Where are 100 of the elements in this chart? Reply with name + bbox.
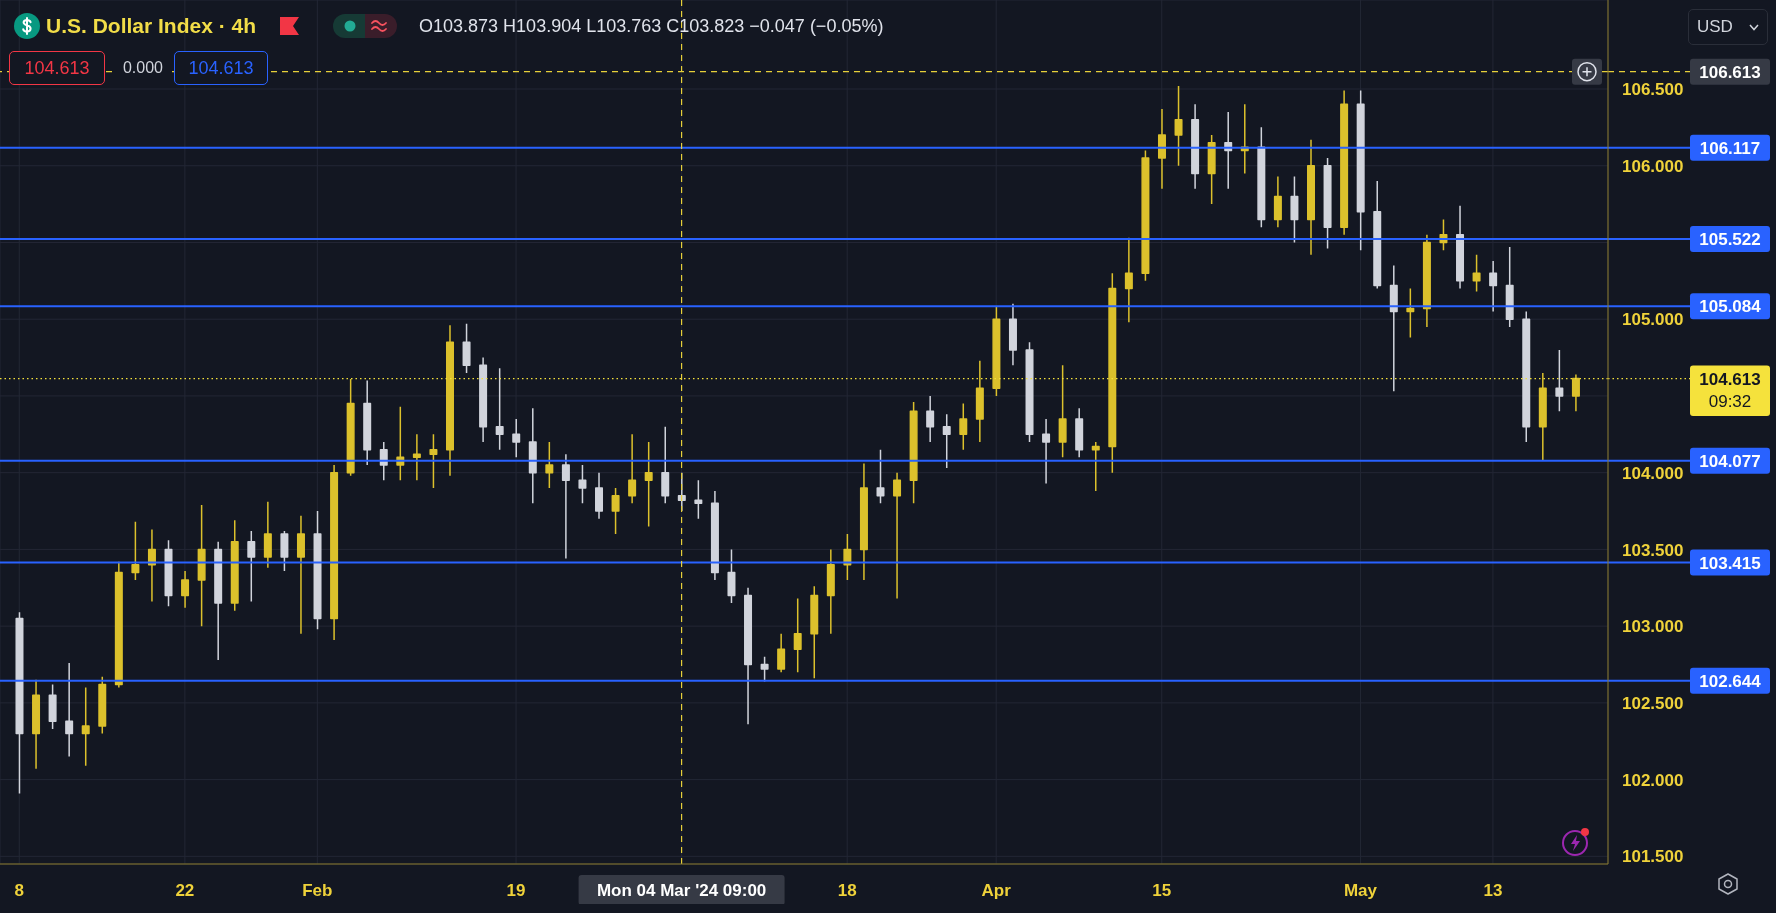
candlestick <box>661 425 670 505</box>
candlestick <box>379 441 388 482</box>
candlestick <box>48 683 57 730</box>
candlestick <box>429 433 438 489</box>
candlestick <box>1058 364 1067 459</box>
candlestick <box>611 487 620 535</box>
candlestick <box>926 395 935 443</box>
candlestick <box>81 686 90 767</box>
candlestick <box>528 407 537 505</box>
candlestick <box>876 448 885 505</box>
text: USD <box>1697 17 1733 37</box>
annotation: O103.873 H103.904 L103.763 C103.823 −0.047 (−0.05%) <box>419 15 884 37</box>
candlestick <box>363 379 372 466</box>
candlestick <box>1356 89 1365 251</box>
candlestick <box>826 548 835 635</box>
candlestick <box>1389 264 1398 393</box>
candlestick <box>1456 204 1465 290</box>
candlestick <box>1025 341 1034 443</box>
candlestick <box>909 401 918 505</box>
candlestick <box>1406 287 1415 339</box>
candlestick <box>859 462 868 581</box>
candlestick <box>677 471 686 512</box>
candlestick <box>296 514 305 635</box>
y-tick-label: 105.000 <box>1622 310 1684 330</box>
candlestick <box>1273 175 1282 228</box>
candlestick <box>445 324 454 477</box>
candlestick <box>893 471 902 600</box>
y-tick-label: 103.500 <box>1622 540 1684 560</box>
candlestick <box>1505 246 1514 328</box>
candlestick <box>147 528 156 603</box>
candlestick <box>777 633 786 673</box>
candlestick <box>247 530 256 603</box>
candlestick <box>280 530 289 572</box>
y-tick-label: 103.000 <box>1622 617 1684 637</box>
candlestick <box>975 359 984 443</box>
candlestick <box>1340 89 1349 236</box>
candlestick <box>181 570 190 609</box>
candlestick <box>495 367 504 451</box>
candlestick <box>1008 303 1017 366</box>
candlestick <box>561 453 570 560</box>
candlestick <box>164 539 173 607</box>
candlestick <box>810 585 819 680</box>
candlestick <box>131 521 140 581</box>
candlestick <box>959 402 968 451</box>
candlestick <box>263 501 272 569</box>
candlestick <box>98 676 107 735</box>
candlestick <box>1191 103 1200 190</box>
ref-line-label: 106.613 <box>1699 62 1761 82</box>
candlestick <box>1323 157 1332 250</box>
ref-line-label: 106.117 <box>1699 138 1761 158</box>
candlestick <box>1555 349 1564 413</box>
x-tick-label: 13 <box>1483 881 1503 901</box>
candlestick <box>1472 254 1481 293</box>
candlestick <box>396 405 405 482</box>
ref-line-label: 102.644 <box>1699 671 1762 691</box>
candlestick <box>1124 237 1133 324</box>
y-tick-label: 104.000 <box>1622 463 1684 483</box>
candlestick <box>1522 310 1531 443</box>
candlestick <box>313 510 322 630</box>
x-tick-label: Apr <box>981 881 1012 901</box>
candlestick <box>1373 180 1382 290</box>
candlestick <box>1571 373 1580 413</box>
candlestick <box>15 611 24 795</box>
candlestick <box>744 587 753 726</box>
candlestick <box>1422 234 1431 328</box>
candlestick <box>727 548 736 604</box>
y-tick-label: 101.500 <box>1622 847 1684 867</box>
candlestick <box>1091 441 1100 492</box>
text: 09:32 <box>1708 392 1752 413</box>
candlestick <box>230 519 239 612</box>
candlestick <box>1240 103 1249 175</box>
candlestick <box>793 597 802 673</box>
candlestick <box>65 662 74 758</box>
candlestick <box>330 464 339 641</box>
candlestick <box>462 323 471 374</box>
y-tick-label: 106.000 <box>1622 156 1684 176</box>
candlestick <box>1075 407 1084 459</box>
x-tick-label: 22 <box>175 881 195 901</box>
candlestick <box>32 679 41 770</box>
candlestick <box>1157 108 1166 190</box>
candlestick <box>1290 175 1299 244</box>
candlestick <box>1257 126 1266 228</box>
ref-line-label: 105.522 <box>1699 230 1761 250</box>
ref-line-label: 104.077 <box>1699 451 1761 471</box>
x-tick-label: May <box>1343 881 1378 901</box>
text: U.S. Dollar Index · 4h <box>46 14 257 38</box>
ref-line-label: 104.613 <box>1699 369 1761 389</box>
candlestick <box>595 471 604 520</box>
candlestick <box>628 433 637 505</box>
candlestick <box>1307 138 1315 256</box>
candlestick <box>578 464 587 505</box>
x-tick-label: 18 <box>837 881 857 901</box>
x-tick-label: 8 <box>14 881 25 901</box>
candlestick <box>694 479 703 520</box>
candlestick <box>1108 272 1117 474</box>
candlestick <box>197 504 206 627</box>
candlestick <box>545 441 554 489</box>
candlestick <box>843 533 852 581</box>
candlestick <box>1042 418 1051 485</box>
candlestick <box>479 356 488 443</box>
